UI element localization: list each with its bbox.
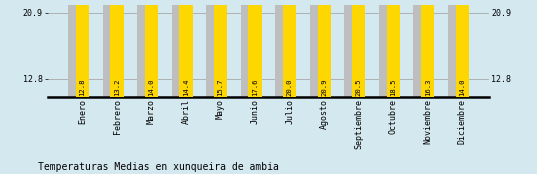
Bar <box>283 0 296 97</box>
Text: 14.4: 14.4 <box>183 79 189 96</box>
Bar <box>111 0 124 97</box>
Bar <box>421 0 434 97</box>
Text: 16.3: 16.3 <box>425 79 431 96</box>
Bar <box>249 0 262 97</box>
Bar <box>310 0 323 97</box>
Text: 14.0: 14.0 <box>459 79 465 96</box>
Bar <box>352 0 365 97</box>
Bar <box>379 0 392 97</box>
Text: 20.9: 20.9 <box>321 79 327 96</box>
Bar <box>68 1 82 97</box>
Bar <box>275 0 288 97</box>
Bar <box>214 0 227 97</box>
Bar <box>179 0 193 97</box>
Bar <box>448 1 461 97</box>
Bar <box>103 0 116 97</box>
Text: 17.6: 17.6 <box>252 79 258 96</box>
Bar <box>241 0 254 97</box>
Text: 13.2: 13.2 <box>114 79 120 96</box>
Text: 15.7: 15.7 <box>217 79 223 96</box>
Bar <box>387 0 400 97</box>
Bar <box>137 0 150 97</box>
Text: 20.0: 20.0 <box>287 79 293 96</box>
Bar <box>206 0 220 97</box>
Text: 14.0: 14.0 <box>149 79 155 96</box>
Bar <box>172 0 185 97</box>
Bar <box>317 0 331 97</box>
Text: 18.5: 18.5 <box>390 79 396 96</box>
Bar <box>455 0 469 97</box>
Bar <box>145 0 158 97</box>
Bar <box>76 0 89 97</box>
Text: Temperaturas Medias en xunqueira de ambia: Temperaturas Medias en xunqueira de ambi… <box>38 162 279 172</box>
Text: 12.8: 12.8 <box>79 79 85 96</box>
Bar <box>344 0 358 97</box>
Text: 20.5: 20.5 <box>355 79 361 96</box>
Bar <box>413 0 426 97</box>
